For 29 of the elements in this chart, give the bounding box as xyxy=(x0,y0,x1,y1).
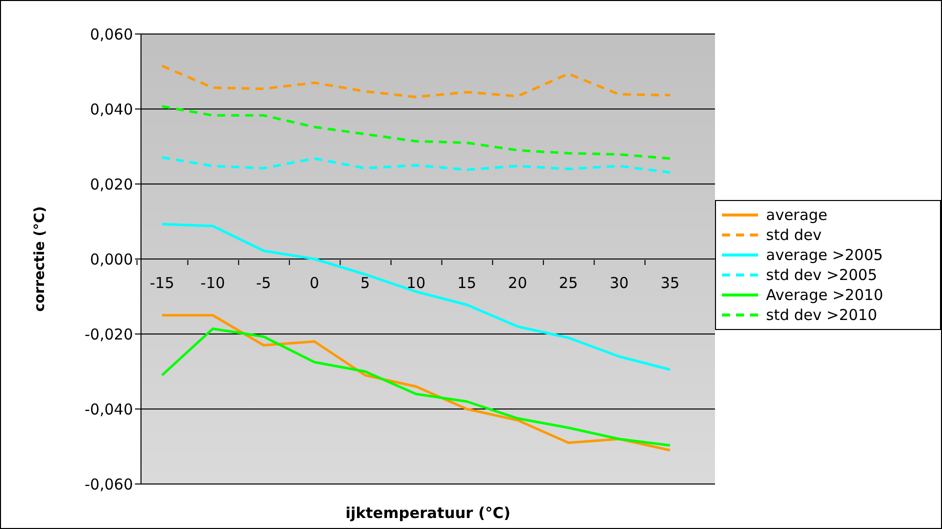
x-tick-label: -10 xyxy=(200,274,226,292)
line-series xyxy=(160,64,672,98)
x-tick-label: -15 xyxy=(150,274,174,292)
x-tick-label: 10 xyxy=(406,274,426,292)
legend-label: std dev xyxy=(766,226,822,244)
y-tick-label: -0,020 xyxy=(84,325,133,344)
legend-label: std dev >2005 xyxy=(766,266,878,284)
x-tick-label: 25 xyxy=(558,274,578,292)
y-tick-label: 0,000 xyxy=(90,250,133,268)
x-tick-label: 30 xyxy=(610,274,629,292)
y-tick-label: 0,060 xyxy=(90,25,133,44)
y-tick-label: -0,040 xyxy=(84,400,133,418)
line-series xyxy=(160,105,672,160)
x-tick-label: -5 xyxy=(256,274,272,292)
legend-label: Average >2010 xyxy=(766,286,884,304)
x-axis-title: ijktemperatuur (°C) xyxy=(345,504,511,522)
legend-label: average >2005 xyxy=(766,246,883,264)
y-tick-label: 0,040 xyxy=(90,100,133,118)
y-tick-label: 0,020 xyxy=(90,175,133,194)
y-tick-label: -0,060 xyxy=(84,475,133,494)
legend-label: std dev >2010 xyxy=(766,306,878,324)
line-series xyxy=(160,156,672,174)
legend-label: average xyxy=(766,206,828,224)
x-tick-label: 15 xyxy=(457,274,476,292)
x-tick-label: 35 xyxy=(660,274,680,292)
y-axis-title: correctie (°C) xyxy=(32,206,48,312)
x-tick-label: 0 xyxy=(310,274,320,292)
x-tick-label: 20 xyxy=(508,274,528,292)
x-tick-label: 5 xyxy=(360,274,370,292)
